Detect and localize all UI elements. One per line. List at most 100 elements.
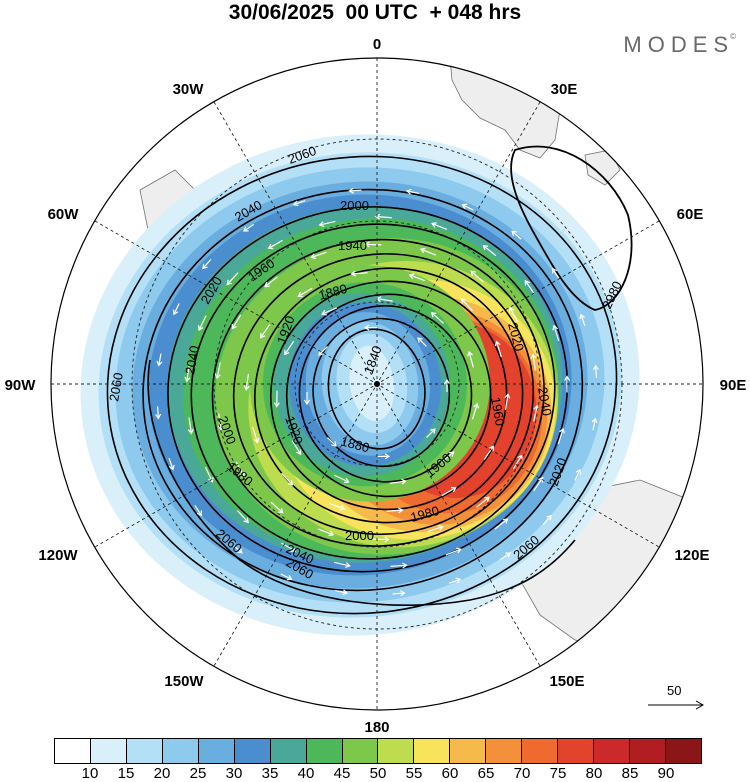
colorbar-cell — [450, 739, 487, 763]
lon-label-60w: 60W — [48, 206, 80, 223]
wind-vector-head — [430, 311, 437, 318]
colorbar-tick-label: 20 — [153, 765, 171, 782]
wind-vector — [260, 324, 271, 339]
colorbar-cell — [594, 739, 630, 763]
wind-vector-head — [321, 309, 327, 316]
lon-label-150w: 150W — [164, 673, 204, 690]
wind-vector — [557, 428, 564, 445]
wind-vector-head — [509, 306, 515, 313]
contour-label: 2040 — [182, 344, 202, 375]
wind-vector-head — [494, 340, 501, 347]
contour-label: 2020 — [505, 321, 527, 353]
wind-vector — [311, 251, 327, 258]
wind-vector-head — [267, 243, 274, 250]
wind-vector-head — [443, 378, 451, 385]
lon-label-180: 180 — [364, 719, 389, 735]
wind-vector-head — [552, 324, 559, 331]
colorbar-cell — [90, 739, 127, 763]
colorbar-tick-label: 50 — [369, 765, 387, 782]
wind-vector — [198, 315, 207, 331]
wind-vector — [417, 337, 427, 347]
wind-vector-head — [290, 546, 297, 552]
wind-vector-head — [296, 449, 302, 456]
reference-vector-label: 50 — [667, 683, 682, 698]
wind-vector — [533, 477, 544, 492]
wind-vector-head — [538, 476, 544, 483]
contour-label: 2060 — [106, 371, 126, 402]
wind-vector-head — [473, 402, 480, 409]
wind-vector — [512, 455, 523, 470]
wind-vector-head — [156, 360, 163, 367]
colorbar-cell — [270, 739, 307, 763]
contour-1880 — [298, 305, 473, 483]
colorbar-tick-label: 45 — [333, 765, 351, 782]
wind-vector — [327, 437, 337, 447]
map-title: 30/06/2025 00 UTC + 048 hrs — [228, 1, 522, 24]
contour-label: 1960 — [488, 396, 508, 427]
wind-vector — [333, 561, 350, 567]
wind-vector-head — [310, 253, 316, 260]
wind-vector — [426, 428, 436, 438]
wind-vector-head — [430, 428, 436, 434]
colorbar-cell — [558, 739, 595, 763]
colorbar-tick-label: 55 — [405, 765, 423, 782]
wind-vector-head — [517, 454, 523, 461]
height-contours — [106, 155, 618, 615]
land-africa — [449, 58, 561, 159]
contour-label: 1940 — [338, 238, 367, 253]
wind-vector-head — [297, 291, 304, 298]
wind-vector-head — [318, 221, 325, 228]
wind-vector — [390, 564, 407, 567]
wind-vectors — [155, 187, 599, 597]
lon-label-30w: 30W — [173, 81, 205, 98]
wind-vector — [483, 245, 497, 257]
wind-vector — [317, 528, 334, 536]
colorbar-cell — [378, 739, 415, 763]
wind-vector-head — [546, 514, 552, 521]
wind-vector-head — [343, 477, 350, 484]
wind-vector-head — [237, 548, 243, 554]
wind-vector — [468, 351, 474, 368]
brand-logo: MODES© — [623, 32, 736, 58]
wind-vector — [552, 268, 560, 279]
graticule — [51, 58, 703, 710]
wind-vector — [264, 276, 278, 288]
wind-vector — [281, 472, 293, 486]
wind-vector-head — [243, 385, 250, 391]
lon-label-90e: 90E — [720, 377, 747, 394]
contour-1900 — [285, 293, 492, 498]
wind-vector-head — [187, 428, 194, 435]
wind-vector-head — [400, 590, 406, 597]
colorbar-tick-label: 75 — [549, 765, 567, 782]
wind-vector-head — [405, 188, 412, 195]
wind-vector-head — [505, 552, 512, 558]
colorbar-tick-label: 40 — [297, 765, 315, 782]
wind-vector-head — [202, 263, 208, 270]
wind-vector — [494, 518, 508, 530]
wind-vector — [542, 515, 552, 526]
wind-vector — [496, 341, 502, 358]
contour-label: 2000 — [345, 528, 374, 543]
wind-vector — [280, 573, 292, 580]
wind-vector-head — [303, 399, 311, 406]
wind-vector-head — [253, 437, 260, 444]
wind-vector-head — [579, 313, 586, 320]
colorbar-cell — [342, 739, 379, 763]
colorbar-cell — [198, 739, 235, 763]
colorbar-cell — [630, 739, 666, 763]
wind-vector — [509, 307, 519, 323]
colorbar-tick-label: 15 — [117, 765, 135, 782]
wind-vector-head — [168, 464, 175, 471]
wind-vector-head — [551, 267, 558, 274]
wind-vector — [592, 418, 596, 431]
wind-vector-head — [217, 424, 224, 431]
lon-label-150e: 150E — [549, 673, 584, 690]
wind-vector — [335, 590, 348, 594]
colorbar-tick-label: 65 — [477, 765, 495, 782]
wind-vector-head — [504, 393, 511, 399]
wind-vector — [389, 480, 406, 484]
wind-vector — [173, 303, 180, 315]
pole-marker — [374, 381, 380, 387]
colorbar-cell — [234, 739, 271, 763]
wind-vector-head — [331, 441, 337, 447]
